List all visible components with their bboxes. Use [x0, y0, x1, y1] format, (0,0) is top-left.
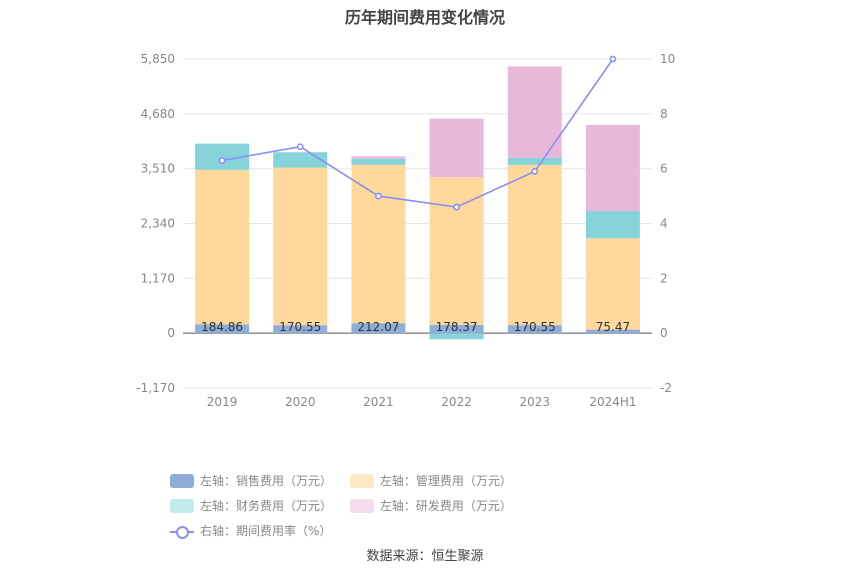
legend-item-sales[interactable]: 左轴：销售费用（万元） [170, 472, 332, 489]
x-axis-tick-4: 2023 [519, 395, 550, 409]
x-axis-tick-1: 2020 [285, 395, 316, 409]
bar-s0-2023 [507, 325, 562, 334]
bar-s1-2021 [351, 164, 406, 324]
legend-swatch-finance [170, 498, 194, 513]
bar-s0-2024H1 [585, 329, 640, 334]
bar-s3-2023 [507, 66, 562, 158]
legend-label-finance: 左轴：财务费用（万元） [200, 499, 333, 513]
data-label-sales-2023: 170.55 [514, 320, 556, 334]
data-label-sales-2022: 178.37 [436, 320, 478, 334]
data-label-sales-2024H1: 75.47 [596, 320, 630, 334]
right-axis-tick-5: 0 [660, 326, 668, 340]
left-axis-tick-0: 5,850 [141, 52, 175, 66]
bar-s1-2024H1 [585, 238, 640, 330]
source-note: 数据来源：恒生聚源 [366, 549, 484, 564]
point-expense-rate-2023 [531, 168, 539, 175]
bar-s1-2022 [429, 177, 484, 325]
chart-title: 历年期间费用变化情况 [344, 8, 505, 27]
left-axis-tick-2: 3,510 [141, 162, 175, 176]
data-label-sales-2019: 184.86 [201, 320, 243, 334]
left-axis-tick-5: 0 [167, 326, 175, 340]
x-axis-tick-2: 2021 [363, 395, 394, 409]
legend-swatch-admin [349, 473, 374, 488]
bar-s2-2021 [351, 158, 406, 165]
right-axis-tick-4: 2 [660, 271, 668, 285]
point-expense-rate-2021 [375, 192, 382, 200]
legend-label-expense-rate: 右轴：期间费用率（%） [200, 524, 332, 538]
right-axis-tick-1: 8 [660, 107, 668, 121]
right-axis-tick-2: 6 [660, 162, 668, 176]
legend-item-finance[interactable]: 左轴：财务费用（万元） [170, 497, 332, 514]
legend-item-admin[interactable]: 左轴：管理费用（万元） [349, 472, 512, 489]
left-axis-tick-1: 4,680 [141, 107, 175, 121]
left-axis-tick-6: -1,170 [136, 381, 175, 395]
left-axis-tick-4: 1,170 [141, 271, 175, 285]
left-axis-tick-3: 2,340 [141, 217, 175, 231]
bar-s0-2019 [195, 324, 250, 334]
point-expense-rate-2019 [218, 157, 226, 164]
bar-s3-2022 [429, 118, 484, 178]
legend-item-expense-rate[interactable]: 右轴：期间费用率（%） [170, 522, 331, 539]
bar-s2-2024H1 [585, 211, 640, 239]
bar-s2-2023 [507, 157, 562, 165]
bar-s0-2022 [429, 324, 484, 334]
legend-label-rd: 左轴：研发费用（万元） [379, 499, 512, 513]
right-axis-tick-0: 10 [660, 52, 675, 66]
legend-label-admin: 左轴：管理费用（万元） [379, 474, 512, 488]
bar-s0-2020 [273, 325, 328, 334]
bar-s0-2021 [351, 323, 406, 334]
chart-legend: 左轴：销售费用（万元） 左轴：管理费用（万元） 左轴：财务费用（万元） 左轴：研… [170, 472, 690, 547]
legend-swatch-sales [170, 473, 194, 488]
right-axis-tick-6: -2 [660, 381, 672, 395]
point-expense-rate-2020 [296, 143, 304, 151]
bar-s1-2020 [273, 167, 328, 326]
legend-label-sales: 左轴：销售费用（万元） [200, 474, 333, 488]
legend-swatch-expense-rate [170, 524, 194, 539]
legend-swatch-rd [349, 498, 374, 513]
bar-s2-2020 [273, 152, 328, 168]
legend-item-rd[interactable]: 左轴：研发费用（万元） [349, 497, 512, 514]
right-axis-tick-3: 4 [660, 217, 668, 231]
line-expense-rate [221, 58, 614, 208]
bar-s1-2019 [195, 169, 250, 325]
bar-s1-2023 [507, 164, 562, 326]
x-axis-tick-5: 2024H1 [589, 395, 636, 409]
x-axis-tick-0: 2019 [207, 395, 238, 409]
data-label-sales-2020: 170.55 [279, 320, 321, 334]
bar-s2-2022 [429, 333, 484, 340]
bar-s3-2024H1 [585, 124, 640, 212]
point-expense-rate-2022 [453, 203, 460, 211]
point-expense-rate-2024H1 [609, 55, 617, 63]
bar-s3-2021 [351, 156, 406, 159]
data-label-sales-2021: 212.07 [357, 320, 399, 334]
x-axis-tick-3: 2022 [441, 395, 472, 409]
